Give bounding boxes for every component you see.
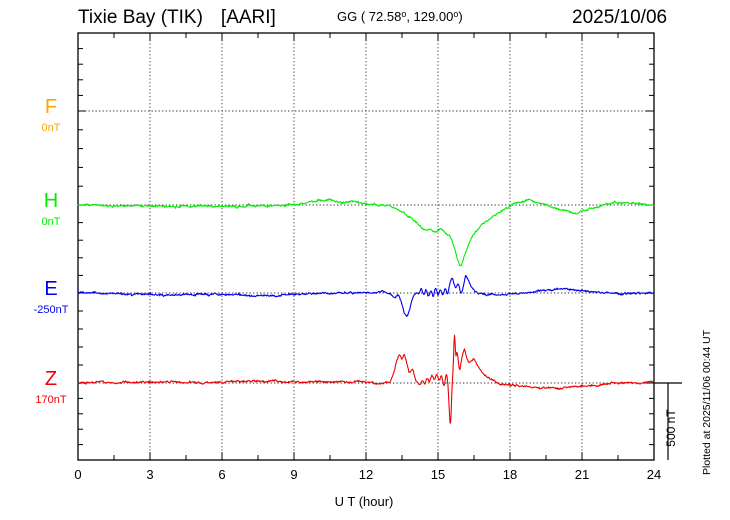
svg-text:24: 24 xyxy=(647,467,661,482)
svg-text:Tixie Bay (TIK)[AARI]: Tixie Bay (TIK) [AARI] xyxy=(78,7,276,28)
svg-text:6: 6 xyxy=(218,467,225,482)
svg-text:U T (hour): U T (hour) xyxy=(335,494,394,509)
svg-text:21: 21 xyxy=(575,467,589,482)
svg-text:0nT: 0nT xyxy=(42,216,61,228)
svg-text:9: 9 xyxy=(290,467,297,482)
svg-text:0: 0 xyxy=(74,467,81,482)
svg-text:GG ( 72.58o, 129.00o): GG ( 72.58o, 129.00o) xyxy=(337,9,463,24)
svg-text:15: 15 xyxy=(431,467,445,482)
svg-text:-250nT: -250nT xyxy=(34,304,69,316)
svg-text:F: F xyxy=(45,96,57,118)
svg-text:0nT: 0nT xyxy=(42,122,61,134)
svg-text:2025/10/06: 2025/10/06 xyxy=(572,7,667,28)
svg-text:12: 12 xyxy=(359,467,373,482)
svg-text:18: 18 xyxy=(503,467,517,482)
svg-text:E: E xyxy=(44,278,57,300)
svg-text:3: 3 xyxy=(146,467,153,482)
svg-text:H: H xyxy=(44,190,58,212)
svg-text:Plotted at 2025/11/06 00:44 UT: Plotted at 2025/11/06 00:44 UT xyxy=(701,329,713,475)
svg-text:Z: Z xyxy=(45,368,57,390)
svg-text:500 nT: 500 nT xyxy=(664,409,678,447)
svg-text:170nT: 170nT xyxy=(35,394,66,406)
